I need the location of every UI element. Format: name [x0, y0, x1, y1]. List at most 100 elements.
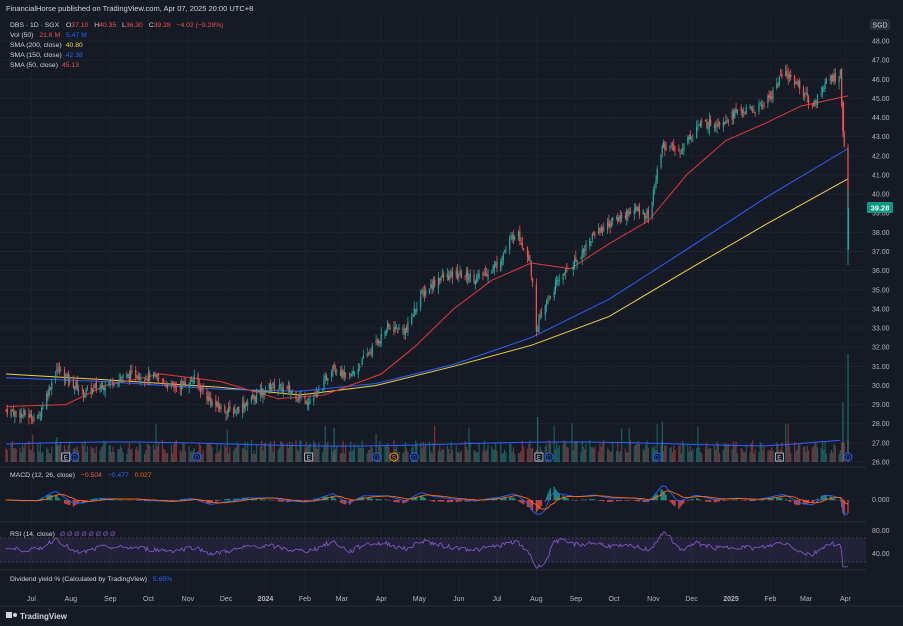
volume-bar [19, 447, 21, 462]
candle-body [847, 207, 850, 250]
candle-body [538, 318, 540, 332]
volume-bar [423, 446, 426, 462]
macd-histogram-bar [725, 500, 727, 501]
volume-bar [645, 444, 647, 462]
event-marker-label: E [64, 455, 68, 461]
candle-body [598, 228, 600, 234]
candle-body [404, 328, 407, 336]
volume-bar [84, 441, 86, 462]
candle-body [482, 272, 484, 276]
volume-bar [599, 443, 601, 462]
macd-histogram-bar [262, 499, 264, 501]
macd-histogram-bar [339, 500, 342, 503]
volume-bar [229, 446, 231, 462]
candle-body [704, 119, 707, 122]
volume-bar [297, 451, 300, 462]
candle-body [421, 290, 423, 294]
price-tick-label: 40.00 [872, 192, 890, 199]
candle-body [745, 107, 747, 115]
candle-body [262, 388, 264, 398]
volume-bar [215, 453, 217, 462]
candle-body [619, 215, 621, 219]
candle-body [483, 273, 485, 275]
volume-bar [473, 450, 475, 462]
volume-bar [236, 442, 239, 462]
macd-histogram-bar [815, 499, 817, 501]
macd-histogram-bar [357, 498, 359, 501]
candle-body [724, 122, 726, 125]
candle-body [63, 370, 66, 380]
volume-bar [155, 424, 157, 462]
candle-body [255, 394, 258, 404]
volume-bar [323, 444, 325, 462]
macd-histogram-bar [557, 492, 559, 501]
volume-bar [425, 443, 427, 462]
volume-bar [699, 451, 702, 462]
volume-bar [29, 449, 31, 462]
legend-symbol: DBS · 1D · SGX [10, 22, 60, 29]
candle-body [545, 301, 548, 307]
macd-histogram-bar [698, 499, 700, 501]
volume-bar [772, 450, 774, 462]
candle-body [398, 327, 400, 330]
candle-body [6, 408, 8, 415]
macd-histogram-bar [530, 500, 532, 510]
macd-histogram-bar [63, 500, 66, 504]
candle-body [330, 371, 333, 377]
volume-bar [796, 449, 798, 462]
volume-bar [13, 448, 15, 462]
candle-body [790, 74, 792, 78]
volume-bar [163, 448, 165, 462]
volume-bar [503, 449, 506, 462]
macd-histogram-bar [46, 495, 48, 501]
volume-bar [629, 440, 632, 462]
price-tick-label: 28.00 [872, 421, 890, 428]
candle-body [750, 107, 752, 109]
macd-histogram-bar [495, 498, 497, 501]
volume-bar [707, 448, 709, 462]
candle-body [823, 88, 825, 89]
volume-bar [38, 451, 40, 462]
volume-bar [478, 443, 480, 462]
macd-histogram-bar [704, 500, 707, 502]
time-tick-label: 2024 [258, 596, 274, 603]
volume-bar [252, 453, 254, 462]
volume-bar [814, 441, 816, 462]
candle-body [348, 372, 351, 374]
candle-body [484, 271, 487, 273]
volume-bar [174, 441, 176, 462]
volume-bar [692, 448, 694, 462]
candle-body [297, 397, 300, 400]
candle-body [85, 389, 87, 394]
volume-bar [54, 441, 57, 462]
volume-bar [170, 445, 172, 462]
candle-body [796, 82, 798, 85]
volume-bar [562, 444, 564, 462]
macd-histogram-bar [592, 499, 595, 501]
volume-bar [103, 440, 105, 462]
macd-histogram-bar [342, 500, 344, 504]
macd-histogram-bar [661, 489, 663, 501]
candle-body [688, 135, 690, 139]
macd-histogram-bar [519, 500, 521, 503]
volume-bar [109, 445, 111, 462]
macd-histogram-bar [117, 499, 119, 501]
volume-bar [517, 452, 520, 462]
candle-body [833, 75, 835, 82]
macd-histogram-bar [671, 500, 674, 505]
macd-histogram-bar [113, 499, 115, 501]
volume-bar [749, 452, 751, 462]
volume-bar [734, 445, 736, 462]
candle-body [643, 212, 646, 218]
macd-histogram-bar [441, 500, 443, 502]
macd-histogram-bar [509, 497, 511, 501]
candle-body [520, 242, 522, 245]
macd-histogram-bar [710, 500, 712, 503]
volume-bar [299, 440, 301, 462]
volume-bar [86, 446, 89, 462]
volume-bar [245, 450, 248, 462]
macd-histogram-bar [110, 499, 113, 501]
currency-badge[interactable]: SGD [872, 23, 887, 30]
candle-body [380, 333, 382, 343]
candle-body [585, 243, 587, 251]
